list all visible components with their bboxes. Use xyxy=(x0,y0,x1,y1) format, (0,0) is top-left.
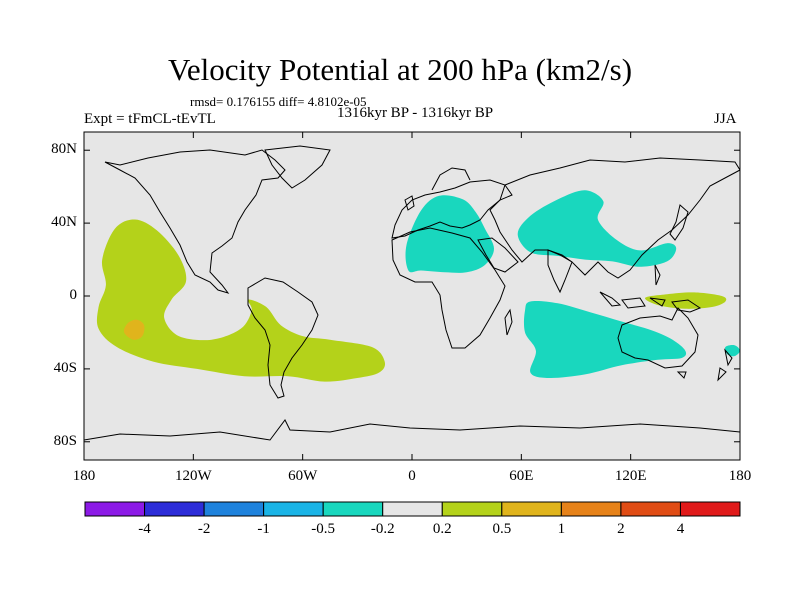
colorbar-box xyxy=(84,501,146,517)
colorbar xyxy=(84,501,741,517)
colorbar-label: -0.5 xyxy=(311,521,336,537)
colorbar-label: 0.5 xyxy=(492,521,512,537)
colorbar-label: 1 xyxy=(557,521,566,537)
lon-label: 60E xyxy=(509,468,534,484)
colorbar-label: -0.2 xyxy=(370,521,395,537)
colorbar-box xyxy=(679,501,741,517)
colorbar-label: -4 xyxy=(138,521,151,537)
anomaly-region-0 xyxy=(96,219,386,382)
anomaly-region-6 xyxy=(724,345,740,357)
anomaly-region-1 xyxy=(123,319,145,340)
lat-label: 0 xyxy=(69,287,78,303)
lat-label: 80N xyxy=(51,141,77,158)
lon-label: 120W xyxy=(174,468,212,484)
anomaly-region-4 xyxy=(523,301,687,379)
anomaly-region-3 xyxy=(517,190,677,267)
lon-label: 120E xyxy=(614,468,647,484)
lat-label: 80S xyxy=(53,432,77,449)
colorbar-box xyxy=(263,501,324,517)
lon-label: 180 xyxy=(728,468,752,484)
colorbar-label: -1 xyxy=(257,521,270,537)
stats-label: rmsd= 0.176155 diff= 4.8102e-05 xyxy=(190,94,367,109)
lon-label: 0 xyxy=(408,468,416,484)
colorbar-box xyxy=(203,501,265,517)
anomaly-region-2 xyxy=(405,195,494,273)
lon-label: 60W xyxy=(288,468,318,484)
colorbar-box xyxy=(382,501,443,517)
map-background xyxy=(84,132,740,460)
colorbar-label: 4 xyxy=(676,521,685,537)
colorbar-label: -2 xyxy=(197,521,211,537)
colorbar-label: 2 xyxy=(617,521,625,537)
lon-label: 180 xyxy=(72,468,96,484)
colorbar-box xyxy=(620,501,681,517)
colorbar-box xyxy=(322,501,384,517)
period-label: 1316kyr BP - 1316kyr BP xyxy=(336,105,494,121)
coastlines xyxy=(84,145,740,441)
colorbar-box xyxy=(560,501,622,517)
chart-title: Velocity Potential at 200 hPa (km2/s) xyxy=(167,52,633,87)
lat-label: 40S xyxy=(53,359,77,376)
experiment-label: Expt = tFmCL-tEvTL xyxy=(84,111,216,127)
axis-ticks xyxy=(83,132,741,460)
anomaly-regions xyxy=(96,190,740,382)
season-label: JJA xyxy=(714,111,737,127)
colorbar-box xyxy=(441,501,503,517)
colorbar-box xyxy=(144,501,205,517)
lat-label: 40N xyxy=(51,214,77,231)
colorbar-label: 0.2 xyxy=(432,521,452,537)
colorbar-box xyxy=(501,501,562,517)
